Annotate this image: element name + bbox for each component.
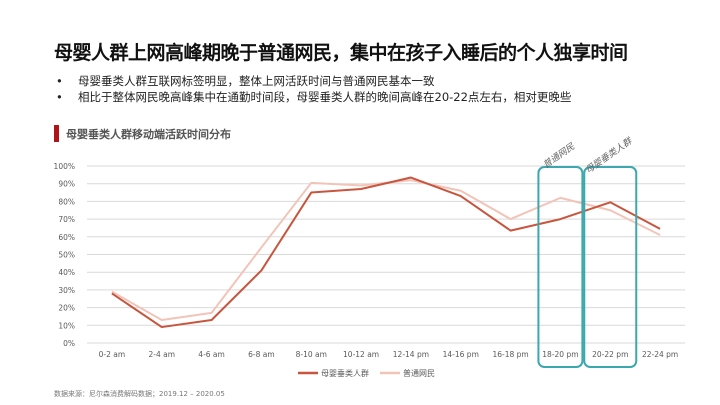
x-tick-label: 14-16 pm xyxy=(443,350,479,359)
y-tick-label: 30% xyxy=(58,286,75,295)
x-tick-label: 2-4 am xyxy=(148,350,175,359)
legend-label: 普通网民 xyxy=(403,368,435,378)
y-tick-label: 20% xyxy=(58,304,75,313)
x-tick-label: 4-6 am xyxy=(198,350,225,359)
y-tick-label: 100% xyxy=(54,162,75,171)
y-tick-label: 60% xyxy=(58,233,75,242)
x-tick-label: 18-20 pm xyxy=(542,350,578,359)
data-source: 数据来源：尼尔森消费解码数据；2019.12 – 2020.05 xyxy=(54,390,225,398)
bullet-item: • 相比于整体网民晚高峰集中在通勤时间段，母婴垂类人群的晚间高峰在20-22点左右… xyxy=(56,90,572,104)
x-tick-label: 16-18 pm xyxy=(492,350,528,359)
chart-title: 母婴垂类人群移动端活跃时间分布 xyxy=(66,128,231,141)
y-tick-label: 90% xyxy=(58,180,75,189)
bullet-item: • 母婴垂类人群互联网标签明显，整体上网活跃时间与普通网民基本一致 xyxy=(56,74,435,88)
x-tick-label: 8-10 am xyxy=(296,350,327,359)
x-tick-label: 20-22 pm xyxy=(592,350,628,359)
highlight-box xyxy=(583,166,638,368)
x-tick-label: 0-2 am xyxy=(99,350,126,359)
y-tick-label: 40% xyxy=(58,268,75,277)
x-tick-label: 10-12 am xyxy=(343,350,379,359)
x-tick-label: 12-14 pm xyxy=(393,350,429,359)
subtitle-accent-bar xyxy=(54,125,59,142)
legend-label: 母婴垂类人群 xyxy=(321,368,369,378)
x-tick-label: 6-8 am xyxy=(248,350,275,359)
page-title: 母婴人群上网高峰期晚于普通网民，集中在孩子入睡后的个人独享时间 xyxy=(54,42,628,64)
annotation-label: 母婴垂类人群 xyxy=(584,135,636,176)
x-tick-label: 22-24 pm xyxy=(642,350,678,359)
series-line xyxy=(111,176,661,329)
y-tick-label: 0% xyxy=(63,339,75,348)
y-tick-label: 50% xyxy=(58,251,75,260)
highlight-box xyxy=(537,166,584,368)
bullet-list: • 母婴垂类人群互联网标签明显，整体上网活跃时间与普通网民基本一致 • 相比于整体网… xyxy=(56,73,571,105)
y-tick-label: 10% xyxy=(58,321,75,330)
y-tick-label: 80% xyxy=(58,197,75,206)
y-tick-label: 70% xyxy=(58,215,75,224)
